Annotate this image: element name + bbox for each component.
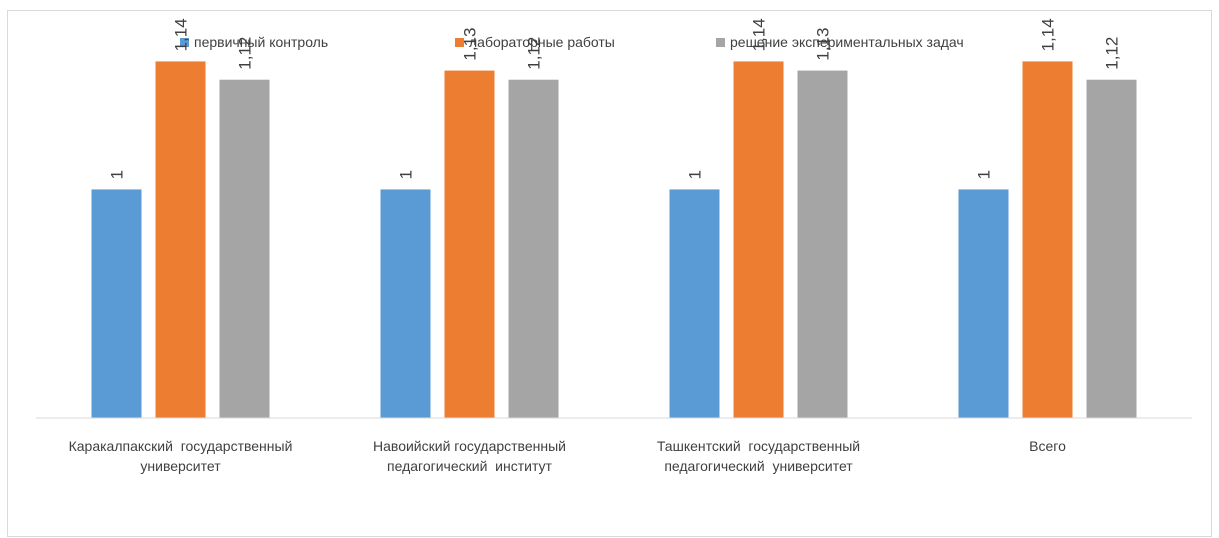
data-label-s3-c4: 1,12 xyxy=(1103,37,1122,70)
bar-s2-c3 xyxy=(733,61,784,419)
value-labels: 1 1,14 1,12 1 1,13 1,12 1 1,14 1,13 1 1,14 1,12 xyxy=(108,18,1122,179)
bar-s2-c4 xyxy=(1022,61,1073,419)
legend-label-3: решение экспериментальных задач xyxy=(730,34,964,50)
data-label-s1-c2: 1 xyxy=(397,170,416,179)
data-label-s2-c4: 1,14 xyxy=(1039,18,1058,51)
legend-swatch-1 xyxy=(180,38,189,47)
category-label-2-line-1: Навоийский государственный xyxy=(373,438,566,454)
category-label-3-line-1: Ташкентский государственный xyxy=(657,438,860,454)
data-label-s2-c1: 1,14 xyxy=(172,18,191,51)
category-labels: Каракалпакский государственный университе… xyxy=(69,438,1066,474)
category-label-2-line-2: педагогический институт xyxy=(387,458,553,474)
bar-s1-c4 xyxy=(958,189,1009,418)
data-label-s1-c3: 1 xyxy=(686,170,705,179)
category-label-4-line-1: Всего xyxy=(1029,438,1066,454)
data-label-s1-c1: 1 xyxy=(108,170,127,179)
bar-s3-c2 xyxy=(508,79,559,418)
chart-frame xyxy=(7,10,1212,537)
bar-s3-c1 xyxy=(219,79,270,418)
bars xyxy=(91,61,1137,419)
bar-s1-c3 xyxy=(669,189,720,418)
data-label-s1-c4: 1 xyxy=(975,170,994,179)
legend-label-2: лабораторные работы xyxy=(469,34,615,50)
legend: первичный контроль лабораторные работы реш… xyxy=(180,34,964,50)
bar-s2-c2 xyxy=(444,70,495,419)
bar-s3-c3 xyxy=(797,70,848,419)
legend-swatch-2 xyxy=(455,38,464,47)
category-label-1-line-1: Каракалпакский государственный xyxy=(69,438,293,454)
category-label-3-line-2: педагогический университет xyxy=(664,458,853,474)
bar-s3-c4 xyxy=(1086,79,1137,418)
data-label-s3-c1: 1,12 xyxy=(236,37,255,70)
category-label-1-line-2: университет xyxy=(140,458,221,474)
data-label-s3-c3: 1,13 xyxy=(814,27,833,60)
bar-s1-c2 xyxy=(380,189,431,418)
bar-s2-c1 xyxy=(155,61,206,419)
data-label-s2-c2: 1,13 xyxy=(461,27,480,60)
data-label-s3-c2: 1,12 xyxy=(525,37,544,70)
data-label-s2-c3: 1,14 xyxy=(750,18,769,51)
bar-s1-c1 xyxy=(91,189,142,418)
legend-label-1: первичный контроль xyxy=(194,34,328,50)
legend-swatch-3 xyxy=(716,38,725,47)
